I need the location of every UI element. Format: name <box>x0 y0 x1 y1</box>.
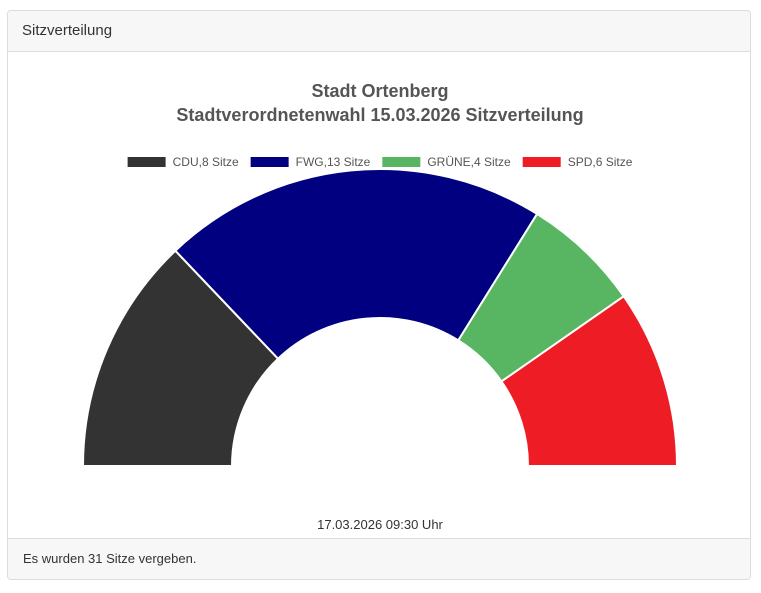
seat-distribution-chart: Stadt Ortenberg Stadtverordnetenwahl 15.… <box>82 81 678 532</box>
legend-swatch <box>522 157 561 167</box>
legend-swatch <box>382 157 421 167</box>
legend-label: SPD,6 Sitze <box>568 155 633 169</box>
card-header: Sitzverteilung <box>8 11 750 52</box>
chart-subtitle: Stadtverordnetenwahl 15.03.2026 Sitzvert… <box>176 105 583 125</box>
legend-swatch <box>250 157 289 167</box>
footer-text: Es wurden 31 Sitze vergeben. <box>23 551 197 566</box>
legend-label: FWG,13 Sitze <box>296 155 371 169</box>
slice-fwg[interactable] <box>174 168 539 360</box>
legend-item[interactable]: GRÜNE,4 Sitze <box>382 155 511 169</box>
slice-cdu[interactable] <box>82 249 280 467</box>
seat-distribution-card: Sitzverteilung Stadt Ortenberg Stadtvero… <box>7 10 751 580</box>
legend-label: GRÜNE,4 Sitze <box>427 155 511 169</box>
chart-slices <box>82 168 678 467</box>
legend-swatch <box>127 157 166 167</box>
card-footer: Es wurden 31 Sitze vergeben. <box>8 538 750 579</box>
legend-item[interactable]: FWG,13 Sitze <box>250 155 371 169</box>
card-body: Stadt Ortenberg Stadtverordnetenwahl 15.… <box>8 52 750 540</box>
card-header-title: Sitzverteilung <box>22 22 113 39</box>
chart-legend: CDU,8 Sitze FWG,13 Sitze GRÜNE,4 Sitze SPD,… <box>127 155 633 169</box>
legend-label: CDU,8 Sitze <box>173 155 239 169</box>
legend-item[interactable]: SPD,6 Sitze <box>522 155 633 169</box>
legend-item[interactable]: CDU,8 Sitze <box>127 155 239 169</box>
chart-timestamp: 17.03.2026 09:30 Uhr <box>317 517 443 532</box>
slice-spd[interactable] <box>500 295 678 467</box>
chart-title: Stadt Ortenberg <box>311 81 448 101</box>
